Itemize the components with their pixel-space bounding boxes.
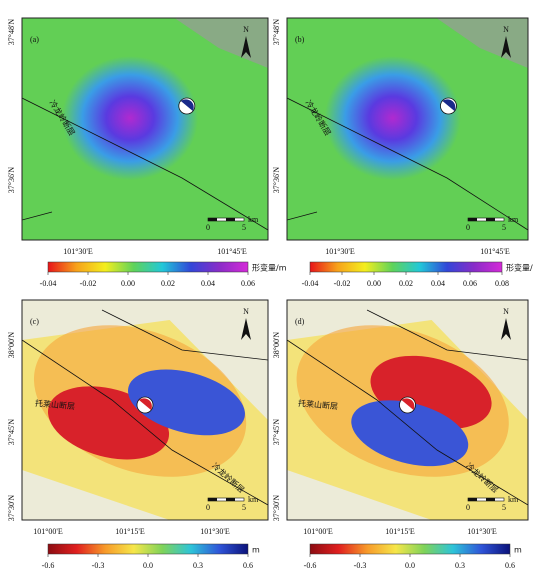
scale-bar-segment xyxy=(226,498,235,501)
deformation-zone xyxy=(325,56,461,180)
panel-letter: (a) xyxy=(30,35,39,44)
scale-unit: km xyxy=(508,215,519,224)
scale-bar-segment xyxy=(486,498,495,501)
scale-label: 5 xyxy=(502,223,506,232)
colorbar-unit: 形变量/ xyxy=(506,263,533,273)
colorbar-tick-label: 0.0 xyxy=(405,561,415,570)
scale-label: 0 xyxy=(206,503,210,512)
colorbar-tick-label: 0.6 xyxy=(243,561,253,570)
colorbar xyxy=(48,262,248,272)
latitude-label: 37°45'N xyxy=(7,419,16,446)
longitude-label: 101°15'E xyxy=(385,527,415,536)
scale-label: 5 xyxy=(242,503,246,512)
scale-label: 0 xyxy=(466,503,470,512)
latitude-label: 37°45'N xyxy=(272,419,281,446)
scale-unit: km xyxy=(248,215,259,224)
colorbar-unit: 形变量/m xyxy=(252,263,287,273)
latitude-label: 37°36'N xyxy=(272,167,281,194)
colorbar-tick-label: 0.00 xyxy=(121,279,135,288)
colorbar xyxy=(310,544,510,554)
colorbar-tick-label: -0.3 xyxy=(92,561,105,570)
colorbar-tick-label: 0.06 xyxy=(241,279,255,288)
longitude-label: 101°45'E xyxy=(480,247,510,256)
colorbar-tick-label: -0.02 xyxy=(334,279,351,288)
scale-label: 0 xyxy=(206,223,210,232)
panel-letter: (b) xyxy=(295,35,305,44)
north-label: N xyxy=(503,307,509,316)
map-panel: (c) N 0 5km 38°00'N 37°45'N 37°30'N 101°00'E 101… xyxy=(7,298,268,570)
figure: (a)N05km37°48'N37°36'N101°30'E101°45'E冷龙… xyxy=(0,0,534,576)
longitude-label: 101°45'E xyxy=(217,247,247,256)
panel-letter: (c) xyxy=(30,317,39,326)
scale-bar-segment xyxy=(468,498,477,501)
scale-unit: km xyxy=(248,495,259,504)
map-content xyxy=(22,18,268,240)
latitude-label: 37°48'N xyxy=(7,19,16,46)
longitude-label: 101°30'E xyxy=(467,527,497,536)
latitude-label: 37°48'N xyxy=(272,19,281,46)
colorbar-tick-label: 0.06 xyxy=(463,279,477,288)
colorbar-tick-label: 0.3 xyxy=(193,561,203,570)
colorbar-tick-label: 0.04 xyxy=(201,279,215,288)
map-panel: (d) N 0 5km 38°00'N 37°45'N 37°30'N 101°00'E 101… xyxy=(272,298,530,570)
colorbar-tick-label: 0.04 xyxy=(431,279,445,288)
longitude-label: 101°30'E xyxy=(200,527,230,536)
scale-bar-segment xyxy=(486,218,495,221)
scale-bar-segment xyxy=(208,498,217,501)
colorbar-tick-label: -0.02 xyxy=(80,279,97,288)
longitude-label: 101°15'E xyxy=(115,527,145,536)
latitude-label: 37°30'N xyxy=(7,495,16,522)
north-label: N xyxy=(243,25,249,34)
colorbar-tick-label: 0.6 xyxy=(505,561,515,570)
colorbar-tick-label: -0.04 xyxy=(302,279,319,288)
scale-label: 0 xyxy=(466,223,470,232)
colorbar-tick-label: -0.3 xyxy=(354,561,367,570)
scale-bar-segment xyxy=(208,218,217,221)
longitude-label: 101°00'E xyxy=(303,527,333,536)
colorbar-tick-label: -0.6 xyxy=(42,561,55,570)
colorbar-tick-label: 0.08 xyxy=(495,279,509,288)
colorbar-tick-label: 0.0 xyxy=(143,561,153,570)
colorbar-tick-label: -0.6 xyxy=(304,561,317,570)
longitude-label: 101°30'E xyxy=(325,247,355,256)
colorbar-tick-label: 0.3 xyxy=(455,561,465,570)
panel-letter: (d) xyxy=(295,317,305,326)
scale-unit: km xyxy=(508,495,519,504)
north-label: N xyxy=(243,307,249,316)
colorbar-tick-label: 0.00 xyxy=(367,279,381,288)
colorbar-tick-label: 0.02 xyxy=(161,279,175,288)
latitude-label: 37°30'N xyxy=(272,495,281,522)
colorbar xyxy=(310,262,502,272)
colorbar-unit: m xyxy=(252,546,260,555)
latitude-label: 38°00'N xyxy=(272,332,281,359)
north-label: N xyxy=(503,25,509,34)
colorbar-tick-label: -0.04 xyxy=(40,279,57,288)
colorbar-tick-label: 0.02 xyxy=(399,279,413,288)
scale-label: 5 xyxy=(502,503,506,512)
longitude-label: 101°30'E xyxy=(63,247,93,256)
scale-bar-segment xyxy=(226,218,235,221)
longitude-label: 101°00'E xyxy=(33,527,63,536)
colorbar-unit: m xyxy=(514,546,522,555)
latitude-label: 37°36'N xyxy=(7,167,16,194)
scale-label: 5 xyxy=(242,223,246,232)
deformation-zone xyxy=(62,56,198,180)
latitude-label: 38°00'N xyxy=(7,332,16,359)
colorbar xyxy=(48,544,248,554)
scale-bar-segment xyxy=(468,218,477,221)
